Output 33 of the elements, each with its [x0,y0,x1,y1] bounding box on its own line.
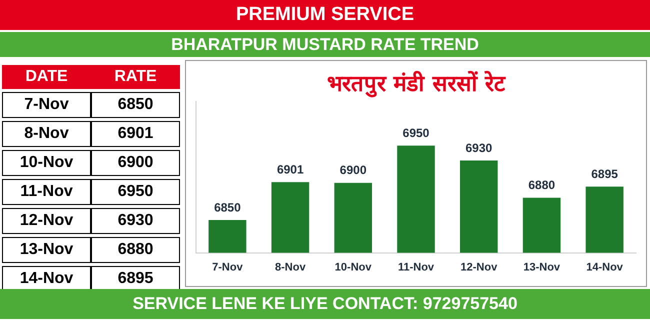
category-label: 7-Nov [24,96,69,113]
text: 6901 [118,125,154,142]
x-tick-label: 14-Nov [586,261,624,274]
x-tick-label: 7-Nov [212,261,244,274]
data-label: 6850 [214,200,242,214]
x-tick-label: 13-Nov [523,261,561,274]
x-tick-label: 11-Nov [398,261,435,274]
text: 6850 [118,96,154,113]
category-label: 11-Nov [20,183,73,200]
data-label: 6895 [591,166,618,181]
text: RATE [91,65,180,89]
text: 6950 [118,183,154,200]
text: 6900 [118,154,154,171]
chart-subtitle: BHARATPUR MUSTARD RATE TREND [0,32,650,57]
text: DATE [2,65,91,89]
data-label: 6900 [340,163,367,178]
category-label: 13-Nov [20,241,74,258]
category-label: 12-Nov [20,212,74,229]
data-label: 6950 [402,126,430,140]
category-label: 8-Nov [24,125,69,142]
text: भरतपुर मंडी सरसों रेट [326,70,507,97]
x-tick-label: 12-Nov [460,261,498,274]
data-label: 6880 [528,178,556,192]
chart-title: PREMIUM SERVICE [0,0,650,30]
data-label: 6901 [276,162,304,176]
text: 6930 [118,212,154,229]
x-tick-label: 10-Nov [334,261,372,274]
x-tick-label: 8-Nov [275,261,306,274]
category-label: 10-Nov [20,154,74,171]
text: SERVICE LENE KE LIYE CONTACT: 9729757540 [0,289,650,319]
text: 6895 [118,270,154,287]
data-label: 6930 [466,140,493,155]
text: 6880 [118,241,154,258]
